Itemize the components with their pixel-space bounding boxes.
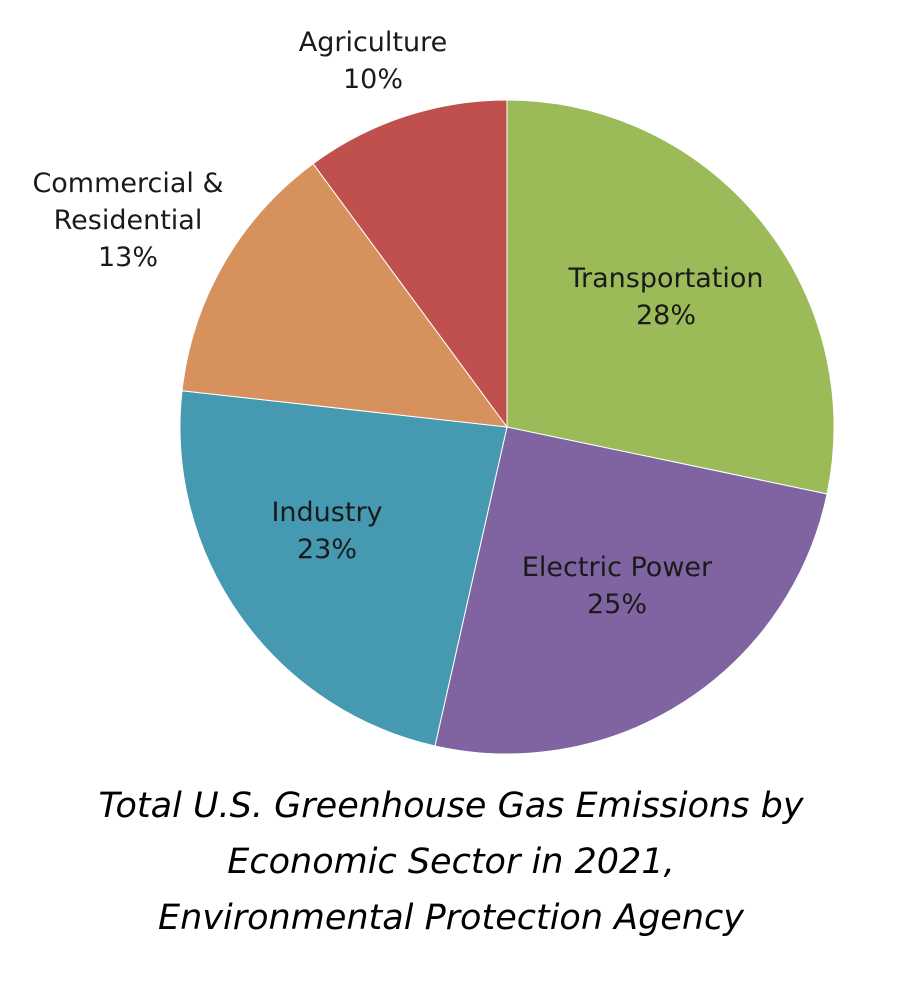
slice-name-label: Commercial & (32, 168, 223, 199)
slice-label-commercial-residential: Commercial & Residential 13% (32, 168, 223, 273)
pie-slice-transportation (506, 99, 835, 495)
caption-line-1: Total U.S. Greenhouse Gas Emissions by (98, 786, 804, 826)
slice-name-label: Transportation (568, 263, 764, 294)
caption-line-2: Economic Sector in 2021, (227, 842, 675, 882)
slice-label-electric-power: Electric Power 25% (522, 552, 713, 620)
slice-label-transportation: Transportation 28% (568, 263, 764, 331)
chart-caption: Total U.S. Greenhouse Gas Emissions by E… (0, 778, 902, 946)
pie-slice-industry (179, 390, 508, 747)
pie-slice-commercial-residential (181, 162, 509, 428)
slice-value-label: 13% (98, 242, 158, 273)
slice-name-label: Industry (271, 497, 382, 528)
slice-name-label: Electric Power (522, 552, 713, 583)
slice-name-label: Residential (54, 205, 203, 236)
caption-line-3: Environmental Protection Agency (158, 898, 744, 938)
slice-label-industry: Industry 23% (271, 497, 382, 565)
slice-label-agriculture: Agriculture 10% (299, 27, 448, 95)
slice-value-label: 25% (587, 589, 647, 620)
slice-name-label: Agriculture (299, 27, 448, 58)
pie-slice-agriculture (312, 99, 508, 429)
pie-slice-electric-power (434, 426, 828, 755)
slice-value-label: 23% (297, 534, 357, 565)
slice-value-label: 10% (343, 64, 403, 95)
slice-value-label: 28% (636, 300, 696, 331)
